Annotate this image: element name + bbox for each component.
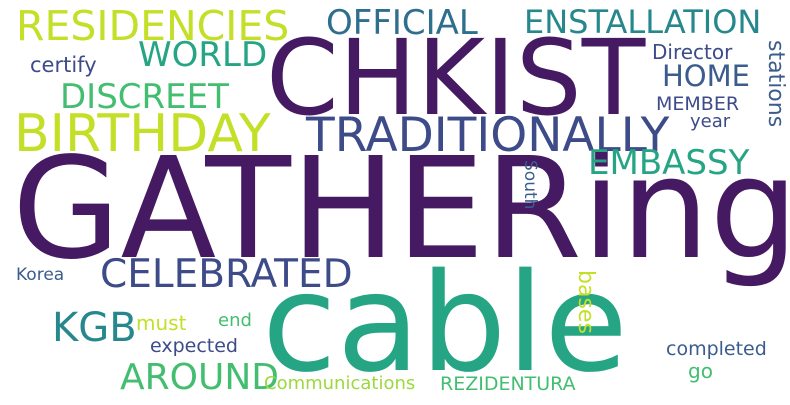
- word-director: Director: [652, 40, 733, 64]
- word-celebrated: CELEBRATED: [100, 252, 353, 297]
- word-birthday: BIRTHDAY: [14, 104, 271, 164]
- word-home: HOME: [662, 59, 750, 93]
- word-year: year: [690, 111, 731, 132]
- word-official: OFFICIAL: [326, 3, 478, 43]
- word-certify: certify: [30, 53, 97, 77]
- word-residencies: RESIDENCIES: [16, 2, 290, 50]
- word-stations: stations: [763, 40, 788, 128]
- word-gathering: GATHERing: [12, 128, 790, 291]
- word-korea: Korea: [16, 265, 65, 285]
- word-end: end: [218, 310, 252, 331]
- word-go: go: [688, 359, 713, 383]
- word-rezidentura: REZIDENTURA: [440, 373, 576, 395]
- word-chkist: CHKIST: [266, 17, 646, 139]
- word-completed: completed: [666, 338, 767, 360]
- word-cable: cable: [262, 245, 628, 403]
- word-must: must: [136, 311, 187, 335]
- word-around: AROUND: [120, 357, 279, 398]
- word-bases: bases: [573, 270, 598, 334]
- word-member: MEMBER: [656, 93, 740, 115]
- word-south: South: [520, 160, 540, 210]
- word-kgb: KGB: [52, 305, 137, 351]
- word-discreet: DISCREET: [60, 77, 229, 117]
- word-communications: Communications: [264, 373, 416, 394]
- word-traditionally: TRADITIONALLY: [306, 108, 670, 163]
- word-embassy: EMBASSY: [588, 143, 750, 183]
- word-world: WORLD: [138, 35, 268, 75]
- word-enstallation: ENSTALLATION: [524, 3, 762, 41]
- word-expected: expected: [150, 335, 238, 357]
